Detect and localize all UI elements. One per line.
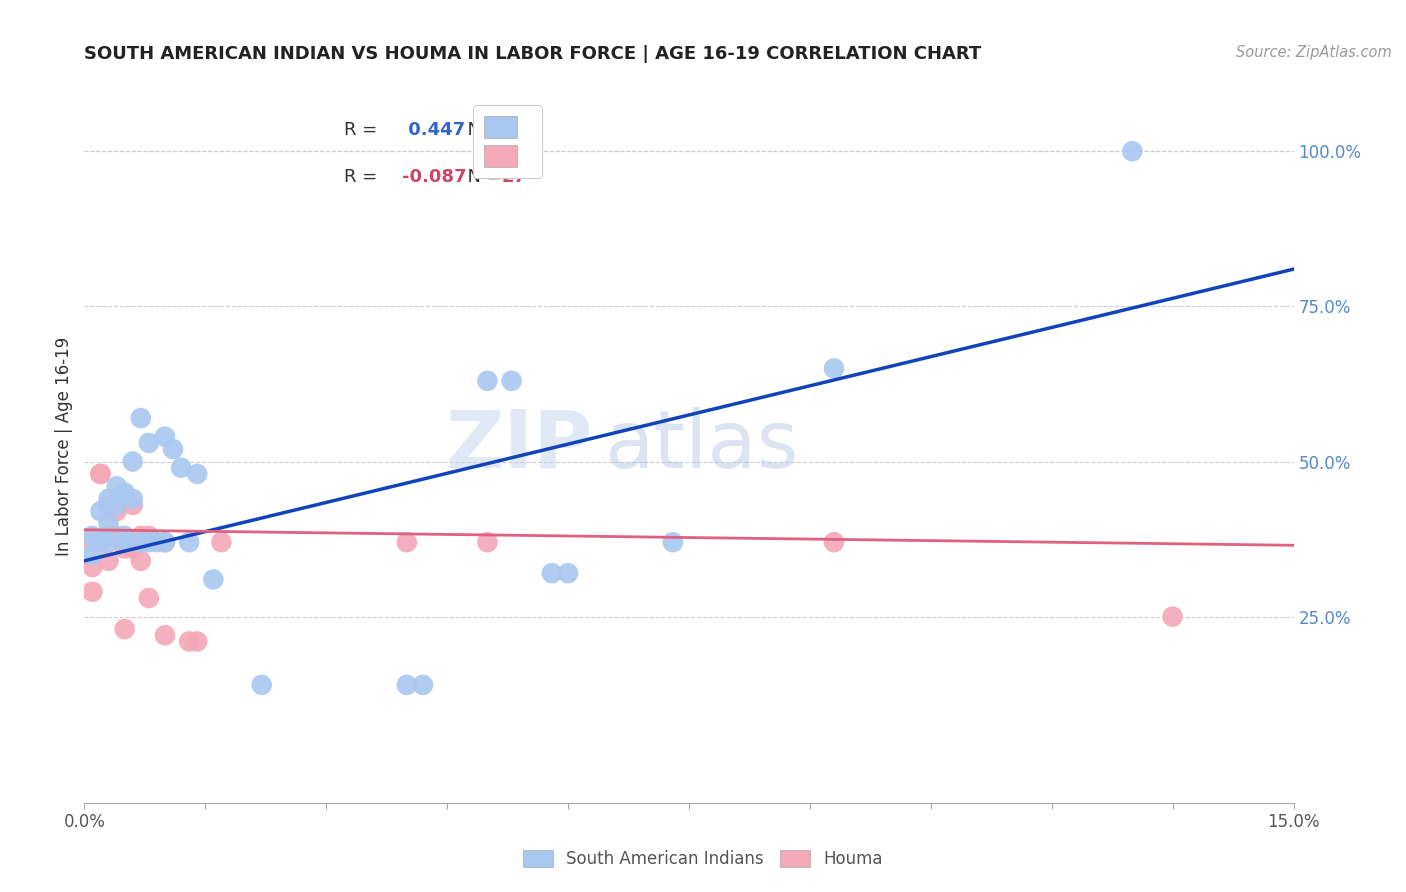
Point: [1121, 145, 1143, 159]
Point: [186, 467, 208, 481]
Point: [412, 678, 434, 692]
Text: R =: R =: [344, 121, 384, 139]
Point: [97, 554, 120, 568]
Point: [823, 361, 845, 376]
Point: [129, 535, 152, 549]
Point: [146, 535, 169, 549]
Text: 0.447: 0.447: [402, 121, 465, 139]
Point: [541, 566, 564, 581]
Point: [823, 535, 845, 549]
Point: [97, 516, 120, 531]
Point: [105, 504, 128, 518]
Point: [250, 678, 273, 692]
Point: [153, 628, 176, 642]
Text: N =: N =: [456, 121, 508, 139]
Legend: South American Indians, Houma: South American Indians, Houma: [516, 843, 890, 875]
Point: [170, 460, 193, 475]
Point: [105, 529, 128, 543]
Point: [82, 560, 104, 574]
Point: [129, 411, 152, 425]
Point: [114, 535, 136, 549]
Point: [138, 591, 160, 605]
Point: [105, 498, 128, 512]
Point: [557, 566, 579, 581]
Point: [202, 573, 225, 587]
Point: [1161, 609, 1184, 624]
Point: [477, 535, 499, 549]
Y-axis label: In Labor Force | Age 16-19: In Labor Force | Age 16-19: [55, 336, 73, 556]
Point: [114, 485, 136, 500]
Point: [138, 436, 160, 450]
Point: [138, 535, 160, 549]
Point: [395, 535, 418, 549]
Text: 36: 36: [502, 121, 526, 139]
Point: [162, 442, 184, 456]
Point: [129, 529, 152, 543]
Point: [477, 374, 499, 388]
Text: N =: N =: [456, 168, 508, 186]
Point: [97, 535, 120, 549]
Point: [82, 535, 104, 549]
Point: [89, 467, 111, 481]
Point: [121, 541, 143, 556]
Text: SOUTH AMERICAN INDIAN VS HOUMA IN LABOR FORCE | AGE 16-19 CORRELATION CHART: SOUTH AMERICAN INDIAN VS HOUMA IN LABOR …: [84, 45, 981, 62]
Point: [97, 491, 120, 506]
Point: [153, 535, 176, 549]
Text: Source: ZipAtlas.com: Source: ZipAtlas.com: [1236, 45, 1392, 60]
Point: [121, 491, 143, 506]
Point: [97, 498, 120, 512]
Point: [121, 454, 143, 468]
Text: ZIP: ZIP: [444, 407, 592, 485]
Point: [82, 548, 104, 562]
Point: [114, 541, 136, 556]
Point: [97, 529, 120, 543]
Point: [153, 430, 176, 444]
Point: [209, 535, 232, 549]
Point: [114, 622, 136, 636]
Legend: , : ,: [474, 105, 541, 178]
Point: [82, 529, 104, 543]
Point: [186, 634, 208, 648]
Point: [121, 498, 143, 512]
Point: [114, 529, 136, 543]
Text: 27: 27: [502, 168, 526, 186]
Point: [82, 584, 104, 599]
Point: [395, 678, 418, 692]
Point: [662, 535, 685, 549]
Point: [153, 535, 176, 549]
Text: -0.087: -0.087: [402, 168, 467, 186]
Point: [129, 554, 152, 568]
Point: [501, 374, 523, 388]
Point: [89, 504, 111, 518]
Point: [105, 479, 128, 493]
Point: [179, 634, 201, 648]
Point: [179, 535, 201, 549]
Point: [89, 535, 111, 549]
Point: [138, 529, 160, 543]
Text: atlas: atlas: [605, 407, 799, 485]
Point: [89, 467, 111, 481]
Text: R =: R =: [344, 168, 384, 186]
